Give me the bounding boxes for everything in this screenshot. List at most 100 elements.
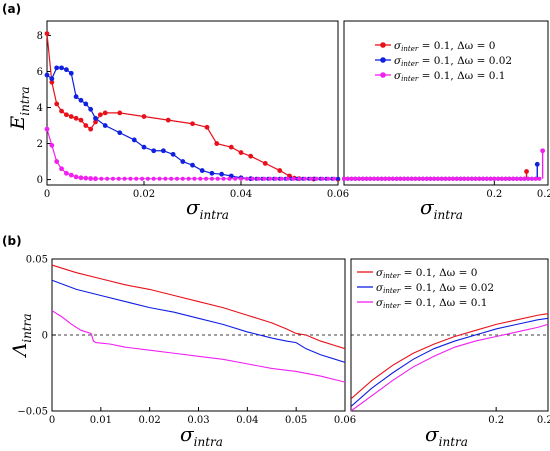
panel-a-data-point xyxy=(204,124,210,130)
panel-a-data-point xyxy=(522,176,527,181)
panel-a-data-point xyxy=(450,176,455,181)
panel-a-data-point xyxy=(199,168,205,173)
panel-a-data-point xyxy=(357,176,362,181)
panel-a-data-point xyxy=(73,115,79,121)
panel-a-data-point xyxy=(518,176,523,181)
panel-a-left-ytick-label: 4 xyxy=(37,103,43,114)
panel-a-data-point xyxy=(349,176,354,181)
panel-a-data-point xyxy=(228,144,234,150)
panel-a-data-point xyxy=(390,176,395,181)
panel-a-data-point xyxy=(379,176,384,181)
panel-a-data-point xyxy=(59,65,64,71)
panel-a-data-point xyxy=(88,176,94,181)
panel-a-data-point xyxy=(44,72,50,78)
panel-a-data-point xyxy=(73,94,79,100)
panel-a-data-point xyxy=(170,151,176,157)
panel-a-data-point xyxy=(83,123,89,128)
panel-a-data-point xyxy=(387,176,392,181)
panel-a-data-point xyxy=(394,176,399,181)
panel-a-xlabel-right: σintra xyxy=(420,195,463,222)
panel-a-data-point xyxy=(64,112,69,118)
panel-a-data-point xyxy=(190,121,195,127)
panel-a-data-point xyxy=(314,176,319,181)
panel-a-data-point xyxy=(54,101,60,107)
panel-a-data-point xyxy=(239,176,243,181)
panel-a-data-point xyxy=(99,176,104,181)
panel-a-data-point xyxy=(163,176,168,181)
panel-a-data-point xyxy=(221,176,226,181)
panel-a-left-ytick-label: 2 xyxy=(37,139,43,150)
panel-a-data-point xyxy=(503,176,508,181)
panel-a-data-point xyxy=(83,101,89,107)
panel-a-data-point xyxy=(496,176,501,181)
panel-a-legend-marker xyxy=(380,57,386,63)
panel-a-data-point xyxy=(59,108,64,114)
panel-a-data-point xyxy=(131,137,137,143)
panel-b-left-xtick-label: 0.05 xyxy=(285,415,307,426)
panel-a-data-point xyxy=(180,159,186,164)
panel-a-legend-entry: σinter = 0.1, Δω = 0 xyxy=(394,40,495,53)
panel-a-data-point xyxy=(268,176,273,181)
panel-a-data-point xyxy=(88,106,94,112)
panel-a-data-point xyxy=(128,176,133,181)
panel-b-right-series xyxy=(350,317,549,407)
panel-b-left-series xyxy=(51,310,346,383)
panel-b-left-series xyxy=(51,279,346,363)
panel-a-data-point xyxy=(102,123,108,128)
panel-a-data-point xyxy=(481,176,486,181)
panel-b-left-ytick-label: 0 xyxy=(42,331,48,342)
panel-a-data-point xyxy=(174,176,179,181)
panel-b-legend-entry: σinter = 0.1, Δω = 0.1 xyxy=(376,297,487,310)
panel-label-a: (a) xyxy=(2,2,21,16)
panel-b-legend-entry: σinter = 0.1, Δω = 0 xyxy=(376,267,477,280)
panel-a-data-point xyxy=(458,176,463,181)
panel-a-data-point xyxy=(372,176,377,181)
panel-a-data-point xyxy=(342,176,346,181)
panel-a-left-xtick-label: 0.02 xyxy=(133,189,155,200)
panel-a-data-point xyxy=(110,176,115,181)
panel-a-data-point xyxy=(64,67,69,73)
panel-a-data-point xyxy=(439,176,444,181)
panel-a-data-point xyxy=(141,144,147,150)
panel-a-data-point xyxy=(533,176,538,181)
panel-b-right-xtick-label: 0.25 xyxy=(537,415,550,426)
panel-b-left-series xyxy=(51,264,346,350)
panel-a-data-point xyxy=(44,31,50,37)
panel-b-left-xtick-label: 0.03 xyxy=(187,415,209,426)
panel-a-data-point xyxy=(78,175,84,181)
panel-a-plot: 0 0.02 0.04 0.06 0 2 4 6 8 0.2 0.25 σinter = 0.1, Δ… xyxy=(37,31,550,200)
panel-a-right-xtick-label: 0.2 xyxy=(486,189,502,200)
panel-a-data-point xyxy=(102,110,108,116)
panel-a-data-point xyxy=(180,176,185,181)
panel-a-data-point xyxy=(332,176,337,181)
panel-a-data-point xyxy=(93,176,98,181)
panel-a-data-point xyxy=(83,175,89,181)
panel-a-data-point xyxy=(443,176,448,181)
panel-a-data-point xyxy=(165,117,171,123)
panel-a-data-point xyxy=(432,176,437,181)
panel-a-data-point xyxy=(308,176,313,181)
panel-a-data-point xyxy=(398,176,403,181)
panel-a-data-point xyxy=(492,176,497,181)
panel-a-data-point xyxy=(420,176,425,181)
panel-a-series-line xyxy=(46,128,96,180)
panel-a-data-point xyxy=(320,176,325,181)
panel-a-data-point xyxy=(273,176,278,181)
panel-a-data-point xyxy=(93,115,98,121)
panel-a-data-point xyxy=(49,76,55,82)
panel-b-left-xtick-label: 0.02 xyxy=(139,415,161,426)
panel-a-legend-marker xyxy=(380,42,386,48)
panel-a-data-point xyxy=(105,176,110,181)
panel-a-data-point xyxy=(447,176,452,181)
panel-a-data-point xyxy=(68,114,74,119)
panel-a-data-point xyxy=(524,169,529,174)
panel-b-right-series xyxy=(350,313,549,400)
panel-b-right-series xyxy=(350,323,549,412)
panel-a-left-xtick-label: 0 xyxy=(44,189,50,200)
panel-a-data-point xyxy=(405,176,410,181)
panel-a-data-point xyxy=(54,159,60,164)
panel-a-left-ytick-label: 8 xyxy=(37,31,43,42)
panel-a-data-point xyxy=(368,176,373,181)
panel-a-data-point xyxy=(262,160,268,166)
panel-a-data-point xyxy=(360,176,365,181)
